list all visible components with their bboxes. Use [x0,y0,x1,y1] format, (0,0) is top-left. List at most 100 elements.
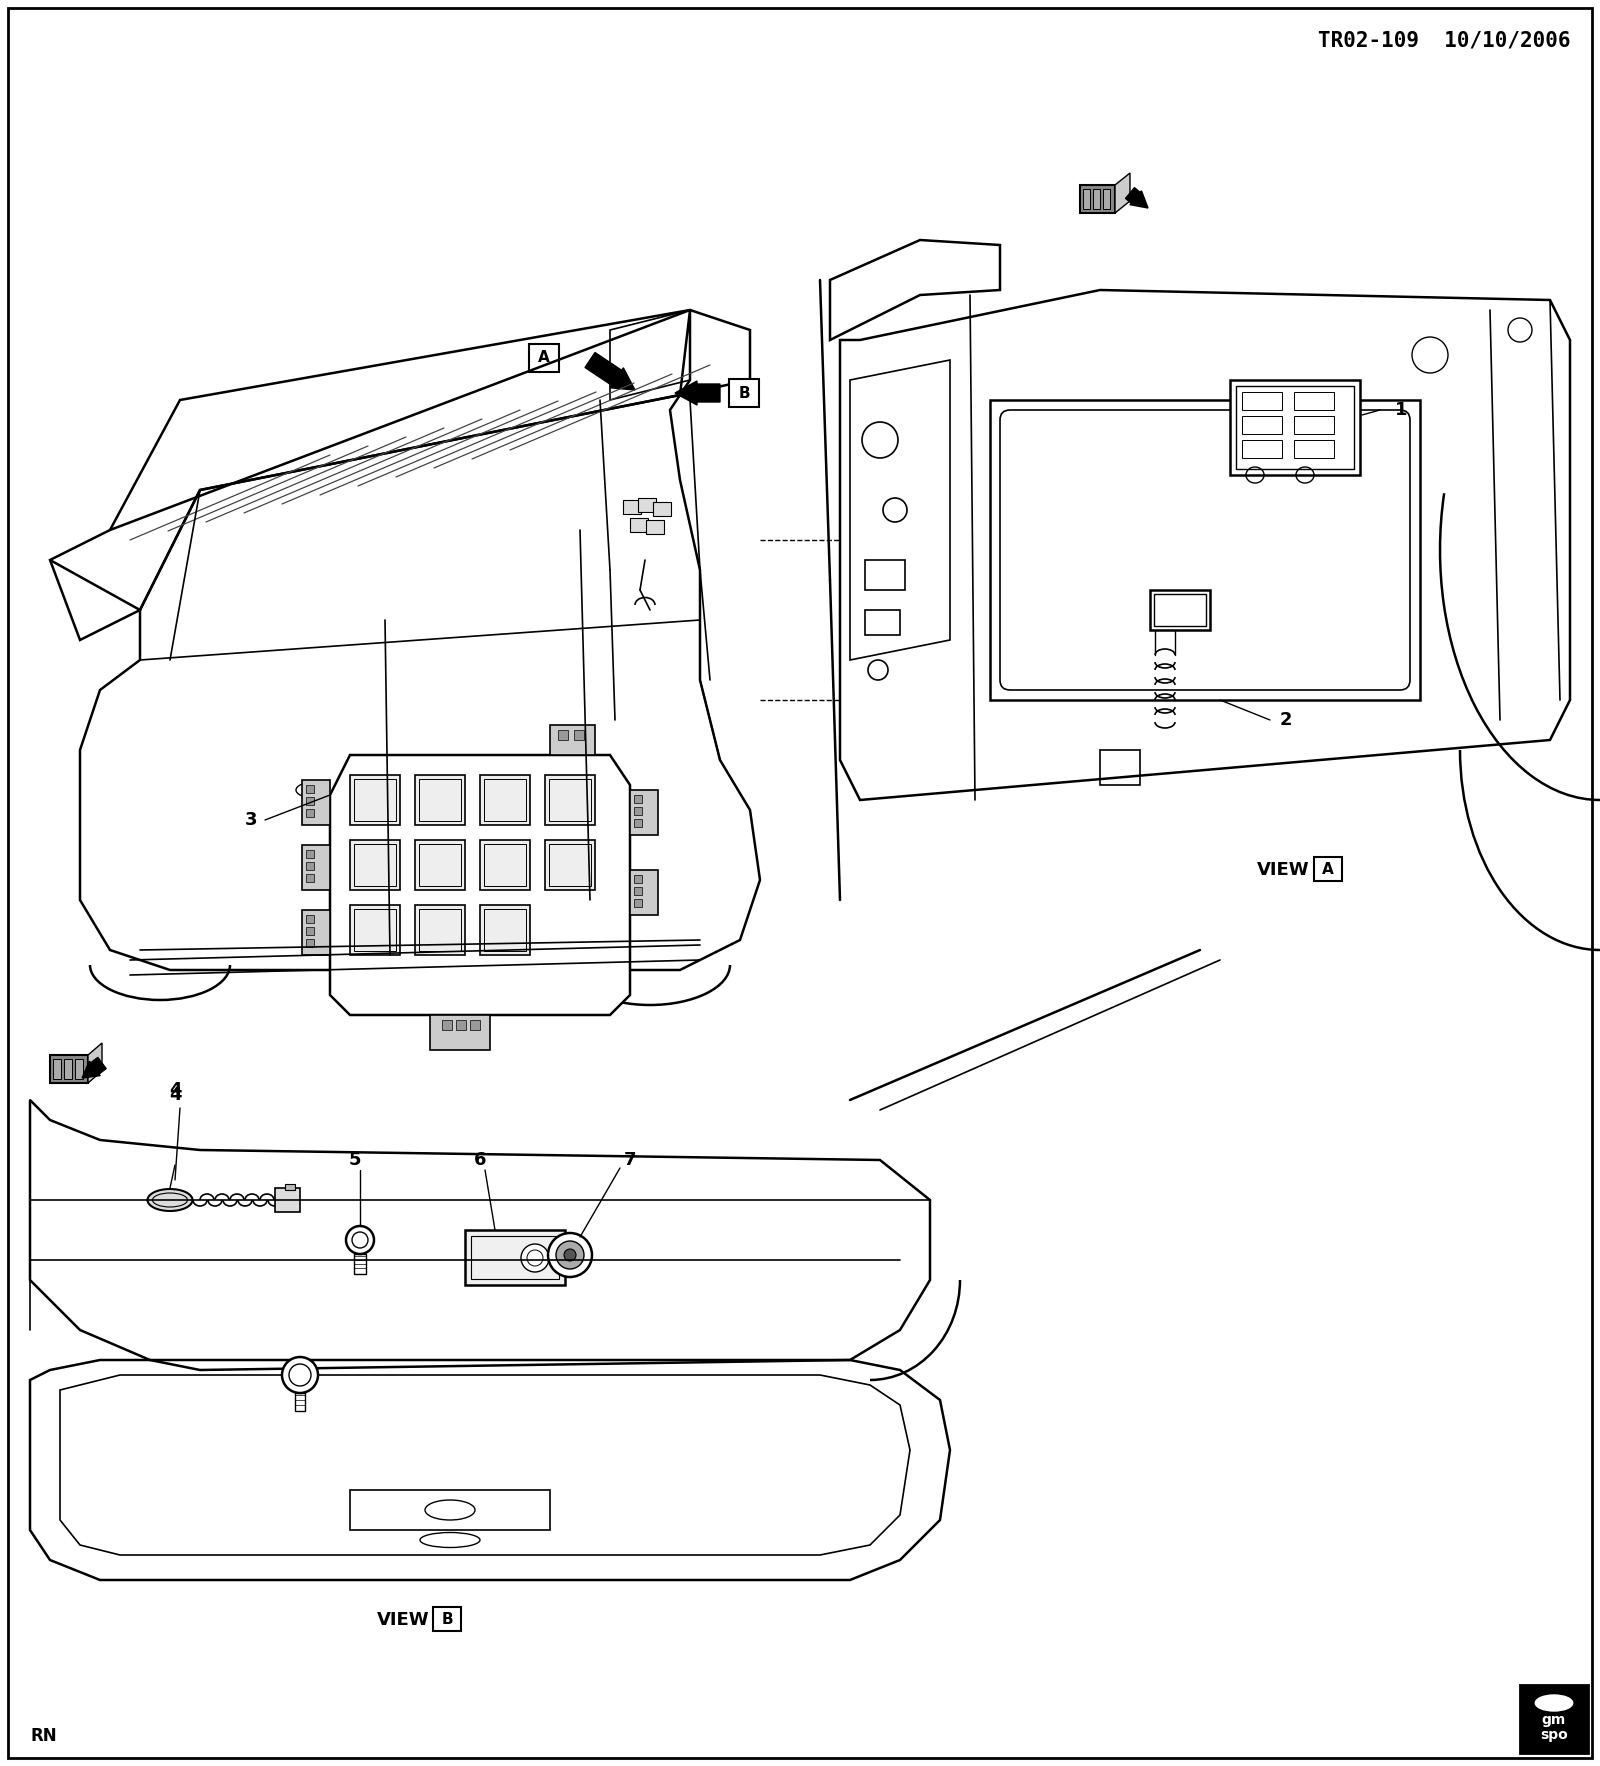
Bar [483,779,526,821]
Bar [419,909,461,952]
Bar [1230,380,1360,475]
Bar [634,899,642,908]
Bar [466,1229,565,1286]
Bar [546,841,595,890]
Bar [64,1060,72,1079]
Bar [306,940,314,947]
Bar [574,729,584,740]
Bar [480,841,530,890]
Bar [866,609,899,636]
Text: A: A [1322,862,1334,876]
Bar [1080,185,1115,214]
Bar [1294,417,1334,434]
Polygon shape [88,1044,102,1083]
Bar [1294,440,1334,457]
Bar [1101,751,1139,786]
Bar [53,1060,61,1079]
Text: 6: 6 [474,1151,486,1169]
Text: 4: 4 [168,1081,181,1098]
Bar [480,775,530,825]
Bar [638,498,656,512]
Polygon shape [330,756,630,1015]
Text: VIEW: VIEW [378,1611,430,1628]
Bar [414,904,466,955]
Bar [306,862,314,871]
Bar [419,779,461,821]
Bar [480,904,530,955]
Bar [634,887,642,895]
Text: gm: gm [1542,1713,1566,1727]
Circle shape [557,1241,584,1270]
FancyArrow shape [586,353,635,390]
Bar [306,915,314,924]
Polygon shape [1115,173,1130,214]
Bar [1102,189,1110,208]
Bar [630,871,658,915]
Bar [50,1054,88,1083]
Bar [414,775,466,825]
Bar [354,909,397,952]
Bar [75,1060,83,1079]
Bar [634,874,642,883]
Text: TR02-109  10/10/2006: TR02-109 10/10/2006 [1317,30,1570,49]
Bar [1294,392,1334,410]
Bar [306,874,314,881]
FancyArrow shape [82,1058,106,1077]
Circle shape [282,1356,318,1393]
Bar [419,844,461,887]
Bar [483,909,526,952]
Bar [306,849,314,858]
Bar [634,819,642,826]
Bar [630,789,658,835]
Bar [1520,1685,1587,1754]
Bar [1235,387,1354,470]
FancyArrow shape [675,381,720,404]
Bar [1242,417,1282,434]
Bar [350,904,400,955]
FancyBboxPatch shape [730,380,758,406]
Bar [442,1021,453,1030]
Bar [1242,392,1282,410]
Bar [1150,590,1210,630]
Text: A: A [538,350,550,366]
Text: B: B [738,385,750,401]
Bar [350,841,400,890]
Ellipse shape [1536,1695,1573,1711]
Bar [483,844,526,887]
Bar [285,1183,294,1190]
Text: 3: 3 [245,811,258,828]
Ellipse shape [147,1189,192,1211]
FancyBboxPatch shape [1314,857,1342,881]
Bar [1093,189,1101,208]
FancyArrow shape [1125,187,1149,208]
Circle shape [522,1243,549,1272]
Circle shape [547,1233,592,1277]
Bar [302,781,330,825]
Bar [634,795,642,804]
Text: 2: 2 [1280,712,1293,729]
Bar [414,841,466,890]
Bar [866,560,906,590]
Bar [350,1491,550,1529]
Text: B: B [442,1612,453,1626]
Bar [1154,593,1206,625]
Bar [354,844,397,887]
Bar [622,500,642,514]
Bar [430,1015,490,1051]
Bar [990,401,1421,699]
Bar [646,519,664,533]
Bar [549,844,590,887]
Bar [470,1236,558,1279]
Bar [1083,189,1090,208]
Bar [275,1189,301,1211]
Bar [306,927,314,934]
Circle shape [563,1249,576,1261]
Text: RN: RN [30,1727,56,1745]
Bar [470,1021,480,1030]
Text: 1: 1 [1395,401,1408,419]
Bar [630,517,648,532]
Bar [302,844,330,890]
Bar [306,796,314,805]
Text: 4: 4 [168,1086,181,1104]
Bar [549,779,590,821]
